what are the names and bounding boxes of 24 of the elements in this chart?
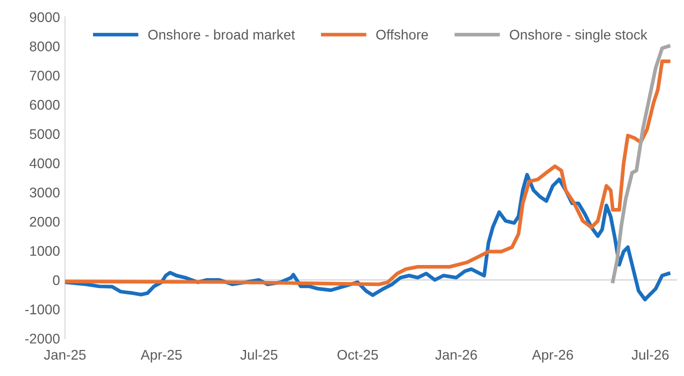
y-tick-label: 2000 xyxy=(30,216,60,227)
x-tick-label: Jan-26 xyxy=(435,350,477,360)
legend-label: Onshore - single stock xyxy=(510,29,648,42)
line-series xyxy=(64,60,670,286)
x-tick-label: Jan-25 xyxy=(44,350,86,360)
y-tick-label: 5000 xyxy=(30,129,60,139)
x-tick-label: Apr-25 xyxy=(140,350,182,362)
line-series xyxy=(611,44,670,284)
x-tick-label: Jul-26 xyxy=(632,350,669,360)
y-tick-label: 6000 xyxy=(30,100,60,110)
y-tick-label: 0 xyxy=(52,275,60,286)
y-tick-label: -2000 xyxy=(25,334,60,344)
legend-label: Onshore - broad market xyxy=(148,29,295,40)
y-tick-label: 4000 xyxy=(30,158,60,168)
y-tick-label: 9000 xyxy=(30,12,60,22)
y-tick-label: 8000 xyxy=(30,41,60,52)
y-tick-label: 3000 xyxy=(30,188,60,198)
y-tick-label: 7000 xyxy=(30,70,60,81)
x-tick-label: Jul-25 xyxy=(240,350,278,360)
legend-label: Offshore xyxy=(376,29,428,40)
x-tick-label: Oct-25 xyxy=(337,350,378,360)
y-tick-label: -1000 xyxy=(25,304,60,314)
x-tick-label: Apr-26 xyxy=(532,350,574,362)
y-tick-label: 1000 xyxy=(30,246,60,256)
